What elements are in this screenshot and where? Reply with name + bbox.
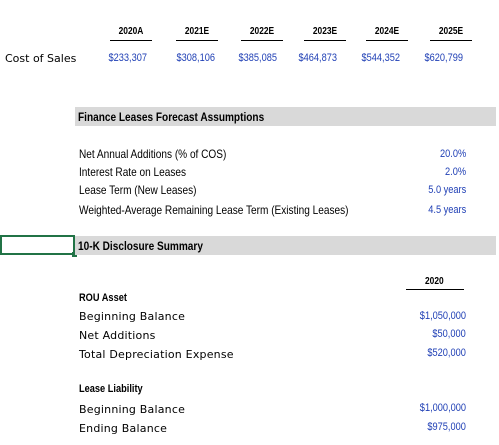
rou-net-additions-label[interactable]: Net Additions <box>79 329 156 342</box>
cost-of-sales-2023e[interactable]: $464,873 <box>298 52 337 64</box>
rou-total-depreciation-value[interactable]: $520,000 <box>427 347 466 359</box>
lease-liability-heading[interactable]: Lease Liability <box>79 383 143 395</box>
cost-of-sales-2020a[interactable]: $233,307 <box>108 52 147 64</box>
cost-of-sales-2021e[interactable]: $308,106 <box>176 52 215 64</box>
rou-net-additions-value[interactable]: $50,000 <box>432 328 466 340</box>
finance-leases-title: Finance Leases Forecast Assumptions <box>78 110 265 124</box>
finance-leases-section-header[interactable]: Finance Leases Forecast Assumptions <box>75 107 496 126</box>
lease-term-new-label[interactable]: Lease Term (New Leases) <box>79 183 197 197</box>
liability-beginning-balance-value[interactable]: $1,000,000 <box>419 402 466 414</box>
weighted-average-term-label[interactable]: Weighted-Average Remaining Lease Term (E… <box>79 203 349 217</box>
interest-rate-value[interactable]: 2.0% <box>444 166 466 178</box>
cost-of-sales-label[interactable]: Cost of Sales <box>5 52 77 65</box>
net-annual-additions-label[interactable]: Net Annual Additions (% of COS) <box>79 147 227 161</box>
rou-beginning-balance-label[interactable]: Beginning Balance <box>79 310 186 323</box>
disclosure-section-header[interactable]: 10-K Disclosure Summary <box>75 236 496 255</box>
disclosure-title: 10-K Disclosure Summary <box>78 239 203 253</box>
fill-handle[interactable] <box>72 252 77 257</box>
year-header-2025e[interactable]: 2025E <box>430 26 472 41</box>
net-annual-additions-value[interactable]: 20.0% <box>439 148 466 160</box>
cost-of-sales-2022e[interactable]: $385,085 <box>238 52 277 64</box>
liability-ending-balance-label[interactable]: Ending Balance <box>79 422 168 435</box>
year-header-2022e[interactable]: 2022E <box>241 26 283 41</box>
selected-cell[interactable] <box>0 235 75 255</box>
rou-beginning-balance-value[interactable]: $1,050,000 <box>419 310 466 322</box>
rou-asset-heading[interactable]: ROU Asset <box>79 292 127 304</box>
year-header-2020a[interactable]: 2020A <box>110 26 152 41</box>
rou-total-depreciation-label[interactable]: Total Depreciation Expense <box>79 348 234 361</box>
cost-of-sales-2025e[interactable]: $620,799 <box>424 52 463 64</box>
year-header-2021e[interactable]: 2021E <box>176 26 218 41</box>
liability-beginning-balance-label[interactable]: Beginning Balance <box>79 403 186 416</box>
cost-of-sales-2024e[interactable]: $544,352 <box>361 52 400 64</box>
liability-ending-balance-value[interactable]: $975,000 <box>427 421 466 433</box>
disclosure-year-header[interactable]: 2020 <box>425 276 444 287</box>
disclosure-year-underline <box>406 289 464 290</box>
weighted-average-term-value[interactable]: 4.5 years <box>427 204 466 216</box>
year-header-2023e[interactable]: 2023E <box>304 26 346 41</box>
year-header-2024e[interactable]: 2024E <box>366 26 408 41</box>
interest-rate-label[interactable]: Interest Rate on Leases <box>79 165 187 179</box>
lease-term-new-value[interactable]: 5.0 years <box>427 184 466 196</box>
